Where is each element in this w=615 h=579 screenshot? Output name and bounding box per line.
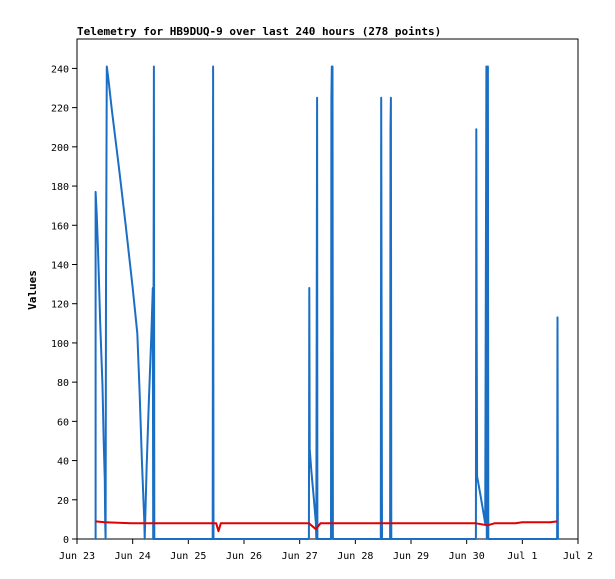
y-tick-label: 220 bbox=[51, 104, 69, 115]
x-tick-label: Jun 29 bbox=[393, 551, 429, 562]
y-tick-label: 200 bbox=[51, 143, 69, 154]
plot-frame bbox=[76, 38, 579, 540]
y-tick-label: 40 bbox=[57, 457, 69, 468]
y-tick-label: 80 bbox=[57, 378, 69, 389]
y-axis-ticks: 0 20 40 60 80 100 120 140 160 180 200 220 240 bbox=[51, 64, 77, 546]
y-tick-label: 160 bbox=[51, 221, 69, 232]
x-tick-label: Jun 28 bbox=[337, 551, 373, 562]
x-tick-label: Jun 23 bbox=[59, 551, 95, 562]
series-line-0 bbox=[94, 65, 559, 540]
y-tick-label: 180 bbox=[51, 182, 69, 193]
y-tick-label: 240 bbox=[51, 64, 69, 75]
y-tick-label: 20 bbox=[57, 496, 69, 507]
x-axis-ticks: Jun 23 Jun 24 Jun 25 Jun 26 Jun 27 Jun 28 Jun … bbox=[59, 539, 593, 562]
x-tick-label: Jun 27 bbox=[282, 551, 318, 562]
x-tick-label: Jun 25 bbox=[170, 551, 206, 562]
x-tick-label: Jul 1 bbox=[507, 551, 537, 562]
y-tick-label: 140 bbox=[51, 260, 69, 271]
y-tick-label: 60 bbox=[57, 417, 69, 428]
series-line-1 bbox=[95, 520, 558, 533]
y-tick-label: 120 bbox=[51, 300, 69, 311]
chart-title: Telemetry for HB9DUQ-9 over last 240 hou… bbox=[77, 25, 441, 38]
y-tick-label: 100 bbox=[51, 339, 69, 350]
y-axis-label: Values bbox=[26, 270, 39, 310]
x-tick-label: Jun 26 bbox=[226, 551, 262, 562]
x-tick-label: Jun 30 bbox=[449, 551, 485, 562]
series-layer bbox=[94, 65, 559, 540]
x-tick-label: Jun 24 bbox=[115, 551, 151, 562]
y-tick-label: 0 bbox=[63, 535, 69, 546]
x-tick-label: Jul 2 bbox=[563, 551, 593, 562]
